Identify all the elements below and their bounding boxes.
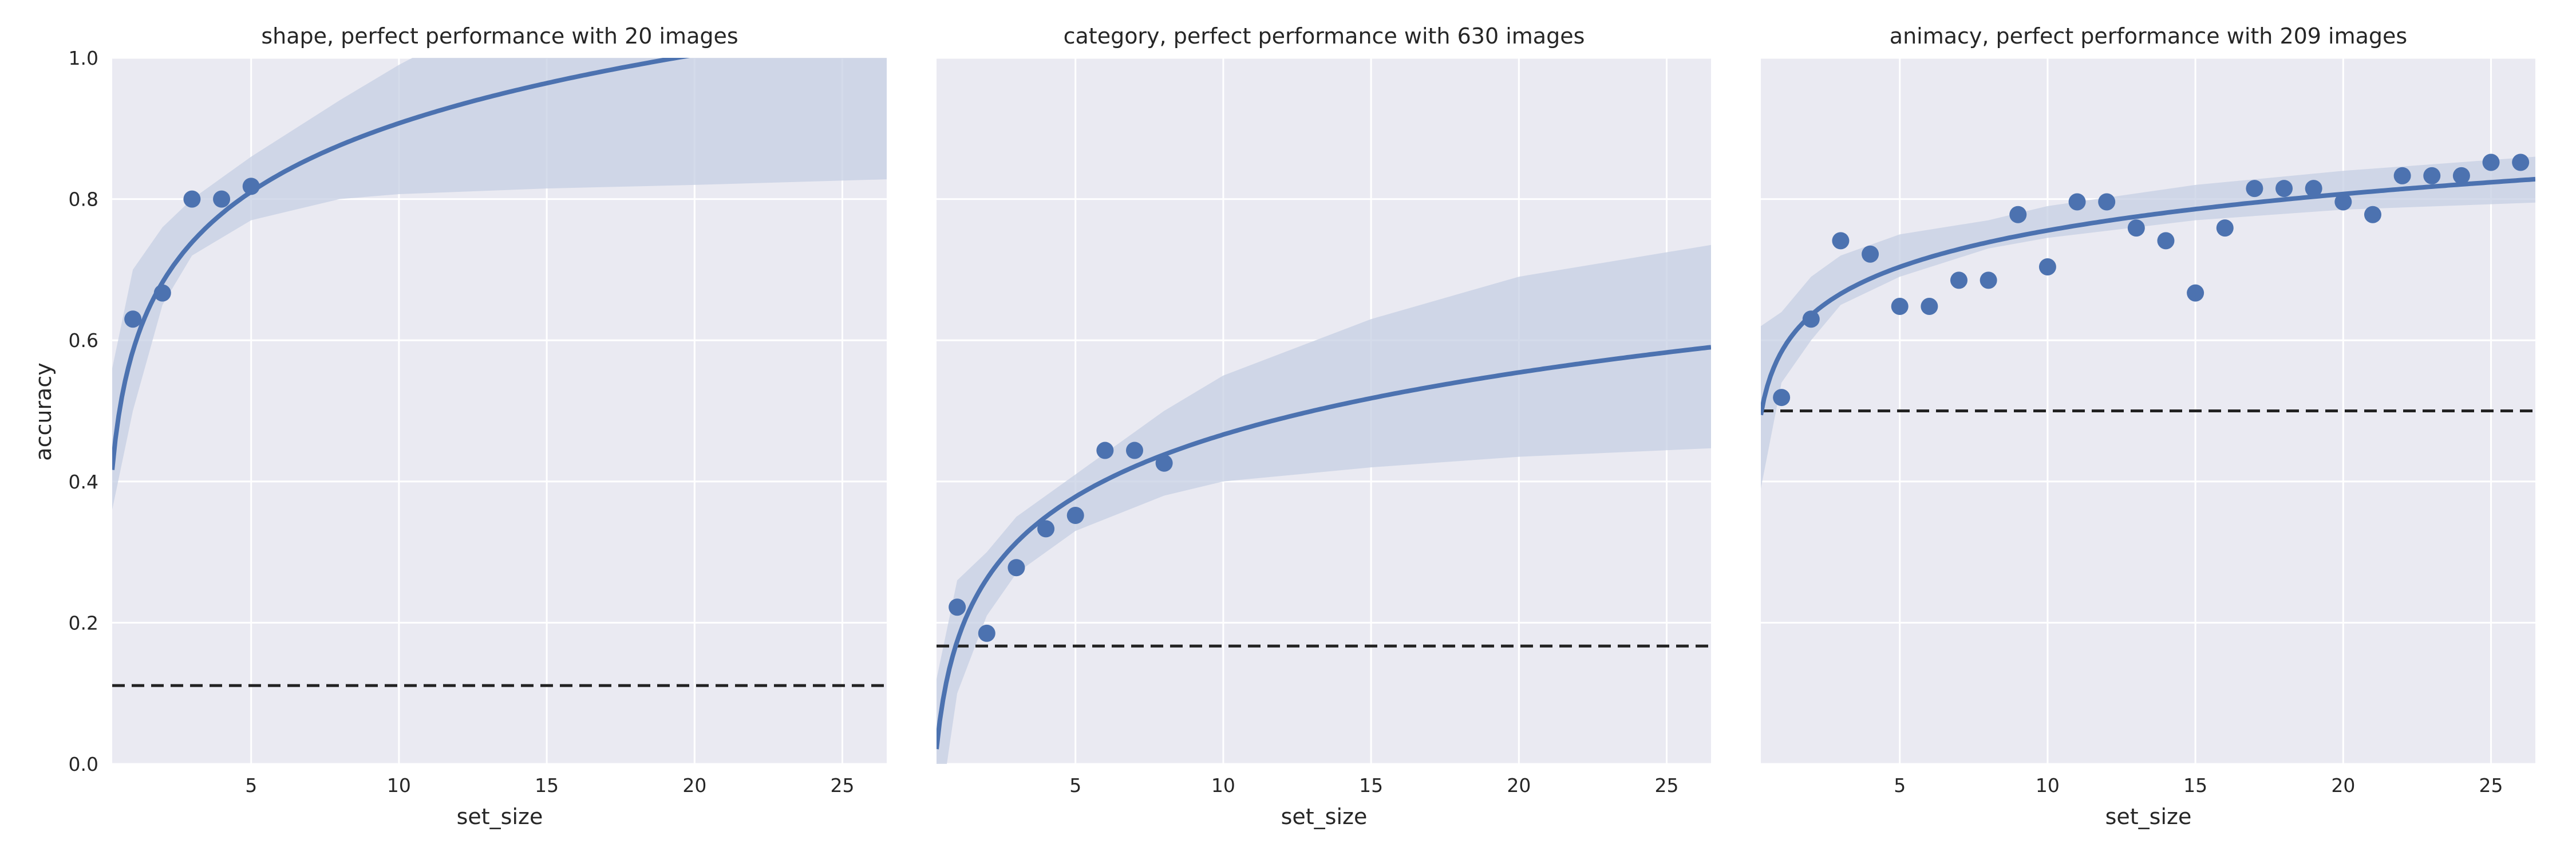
x-tick-label: 25: [2479, 774, 2503, 797]
data-point: [1773, 389, 1791, 407]
plot-background: [1761, 58, 2535, 764]
data-point: [1096, 442, 1114, 459]
y-tick-label: 0.6: [69, 329, 98, 352]
data-point: [2098, 193, 2116, 211]
y-tick-label: 0.0: [69, 753, 98, 775]
data-point: [1980, 271, 1997, 289]
x-tick-label: 20: [2331, 774, 2355, 797]
data-point: [949, 598, 966, 616]
panel-animacy: animacy, perfect performance with 209 im…: [1761, 23, 2535, 829]
data-point: [1921, 298, 1938, 316]
data-point: [1891, 298, 1909, 316]
data-point: [2334, 193, 2352, 211]
data-point: [153, 284, 171, 302]
x-axis-label: set_size: [1281, 804, 1368, 829]
data-point: [213, 190, 231, 208]
panel-title: animacy, perfect performance with 209 im…: [1890, 23, 2407, 49]
data-point: [1125, 442, 1143, 459]
y-tick-label: 0.2: [69, 612, 98, 634]
plot-area: [112, 58, 887, 687]
fit-curve: [937, 345, 1711, 750]
x-tick-label: 25: [831, 774, 855, 797]
data-point: [1066, 506, 1084, 524]
confidence-band: [1761, 156, 2535, 489]
data-point: [2452, 167, 2470, 184]
fit-curve: [1761, 176, 2535, 416]
panel-shape: shape, perfect performance with 20 image…: [69, 23, 887, 829]
data-point: [2068, 193, 2086, 211]
data-point: [1802, 310, 1820, 328]
plot-area: [1761, 153, 2535, 489]
fit-curve: [112, 58, 690, 470]
data-point: [2038, 258, 2056, 275]
x-tick-label: 10: [1211, 774, 1235, 797]
x-tick-label: 5: [245, 774, 257, 797]
data-point: [978, 624, 995, 642]
x-axis-label: set_size: [457, 804, 543, 829]
data-point: [183, 190, 201, 208]
x-tick-label: 15: [1359, 774, 1383, 797]
data-point: [1862, 245, 1879, 263]
data-point: [2187, 284, 2204, 302]
plot-area: [937, 245, 1711, 764]
x-axis-label: set_size: [2105, 804, 2192, 829]
x-tick-label: 5: [1894, 774, 1906, 797]
data-point: [2216, 219, 2234, 237]
y-tick-label: 0.8: [69, 188, 98, 211]
data-point: [1832, 232, 1850, 250]
data-point: [1008, 559, 1025, 577]
panel-category: category, perfect performance with 630 i…: [937, 23, 1711, 829]
data-point: [2364, 206, 2381, 223]
data-point: [2305, 180, 2322, 198]
x-tick-label: 10: [387, 774, 411, 797]
data-point: [124, 310, 142, 328]
data-point: [2393, 167, 2411, 184]
x-tick-label: 15: [535, 774, 559, 797]
data-point: [2009, 206, 2027, 223]
x-tick-label: 10: [2036, 774, 2060, 797]
panel-title: shape, perfect performance with 20 image…: [261, 23, 738, 49]
data-point: [2423, 167, 2441, 184]
x-tick-label: 20: [682, 774, 706, 797]
x-tick-label: 25: [1655, 774, 1679, 797]
data-point: [2127, 219, 2145, 237]
data-point: [1155, 454, 1173, 472]
x-tick-label: 5: [1069, 774, 1081, 797]
data-point: [1037, 520, 1055, 538]
data-point: [242, 178, 260, 195]
data-point: [2157, 232, 2175, 250]
x-tick-label: 15: [2183, 774, 2207, 797]
x-tick-label: 20: [1507, 774, 1531, 797]
confidence-band: [112, 58, 887, 510]
y-tick-label: 0.4: [69, 471, 98, 493]
data-point: [2275, 180, 2293, 198]
data-point: [2512, 153, 2530, 171]
panel-title: category, perfect performance with 630 i…: [1064, 23, 1585, 49]
data-point: [1950, 271, 1967, 289]
data-point: [2482, 153, 2500, 171]
y-tick-label: 1.0: [69, 47, 98, 69]
data-point: [2246, 180, 2263, 198]
y-axis-label: accuracy: [31, 362, 56, 460]
